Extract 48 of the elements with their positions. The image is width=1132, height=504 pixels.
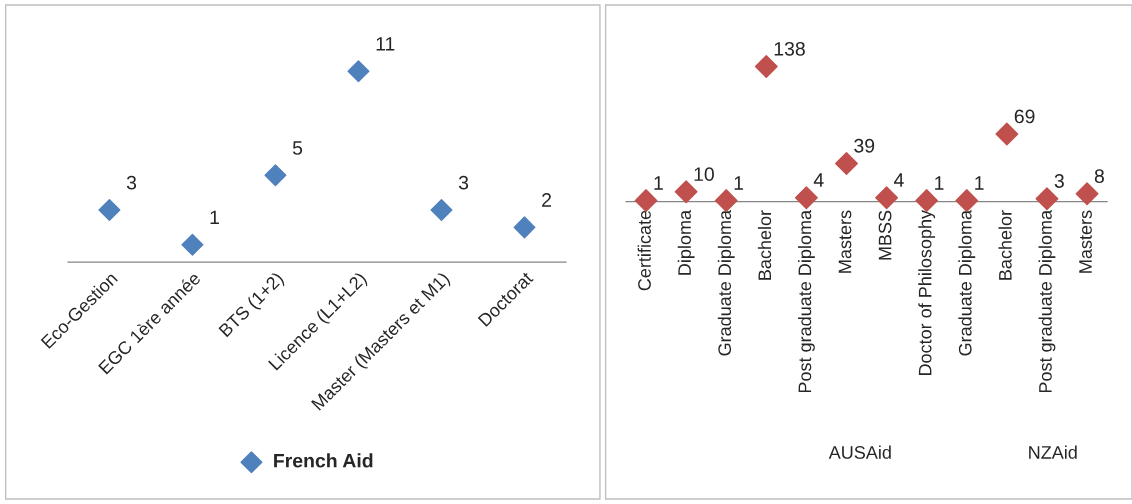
- text: NZAid: [1029, 445, 1077, 459]
- x-tick-label: Graduate Diploma: [958, 209, 976, 356]
- data-label: 138: [774, 41, 805, 56]
- data-label: 1: [935, 176, 944, 190]
- data-label: 39: [854, 138, 875, 153]
- data-label: 8: [1094, 169, 1104, 183]
- x-tick-label: Masters: [838, 210, 852, 273]
- x-tick-label: Bachelor: [757, 210, 772, 280]
- data-label: 2: [542, 193, 551, 207]
- x-tick-label: Doctor of Philosophy: [918, 209, 936, 376]
- point: [754, 55, 778, 78]
- x-tick-label: Diploma: [677, 209, 695, 275]
- point: [875, 186, 899, 210]
- x-tick-label: Graduate Diploma: [717, 209, 735, 356]
- data-label: 69: [1014, 109, 1035, 124]
- x-tick-label: Bachelor: [998, 210, 1012, 280]
- point: [347, 60, 370, 83]
- x-tick-label: Certificate: [637, 210, 651, 291]
- data-label: 1: [975, 176, 984, 190]
- point: [1075, 182, 1099, 206]
- data-label: 1: [654, 176, 663, 190]
- point: [513, 216, 536, 239]
- text: AUSAid: [828, 445, 891, 459]
- point: [430, 199, 453, 222]
- point: [674, 180, 698, 204]
- point: [264, 164, 287, 187]
- point: [995, 122, 1019, 146]
- data-label: 10: [694, 167, 714, 182]
- x-tick-label: Post graduate Diploma: [797, 209, 815, 393]
- data-label: 4: [893, 173, 904, 187]
- point: [835, 151, 858, 175]
- data-label: 11: [376, 37, 395, 51]
- legend-label: French Aid: [274, 453, 373, 468]
- point: [794, 186, 818, 210]
- data-label: 5: [292, 141, 303, 155]
- data-label: 4: [813, 173, 824, 187]
- x-tick-label: Masters: [1079, 210, 1092, 273]
- data-label: 3: [458, 175, 469, 190]
- data-label: 1: [210, 210, 219, 225]
- point: [1035, 187, 1059, 211]
- data-label: 1: [734, 176, 744, 190]
- point: [634, 189, 658, 213]
- data-label: 3: [1054, 174, 1064, 188]
- x-tick-label: MBSS: [878, 210, 892, 260]
- data-label: 3: [126, 175, 137, 190]
- x-tick-label: Post graduate Diploma: [1038, 209, 1056, 393]
- point: [98, 199, 121, 222]
- point: [181, 233, 204, 256]
